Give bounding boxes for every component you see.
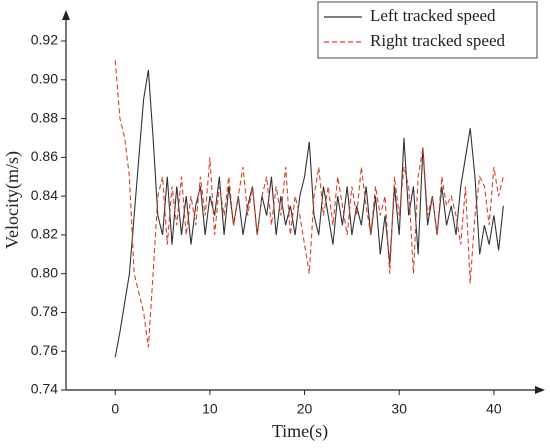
y-tick-label: 0.78 (31, 303, 58, 319)
y-tick-label: 0.80 (31, 264, 58, 280)
y-tick-label: 0.76 (31, 342, 58, 358)
series-line (114, 60, 504, 348)
x-axis-label: Time(s) (272, 421, 328, 442)
y-tick-label: 0.84 (31, 187, 58, 203)
y-tick-label: 0.86 (31, 148, 58, 164)
y-tick-label: 0.82 (31, 226, 58, 242)
legend-box (317, 1, 538, 59)
x-tick-label: 0 (111, 401, 119, 417)
y-axis-label: Velocity(m/s) (2, 151, 23, 249)
y-tick-label: 0.90 (31, 70, 58, 86)
y-tick-label: 0.74 (31, 381, 58, 397)
legend-label: Left tracked speed (370, 6, 496, 25)
legend-label: Right tracked speed (370, 31, 506, 50)
x-tick-label: 30 (391, 401, 407, 417)
x-tick-label: 10 (202, 401, 218, 417)
y-axis-arrow (62, 10, 70, 20)
series-line (114, 70, 504, 358)
x-axis-arrow (535, 386, 545, 394)
y-tick-label: 0.88 (31, 109, 58, 125)
x-tick-label: 40 (486, 401, 502, 417)
x-tick-label: 20 (297, 401, 313, 417)
y-tick-label: 0.92 (31, 32, 58, 48)
